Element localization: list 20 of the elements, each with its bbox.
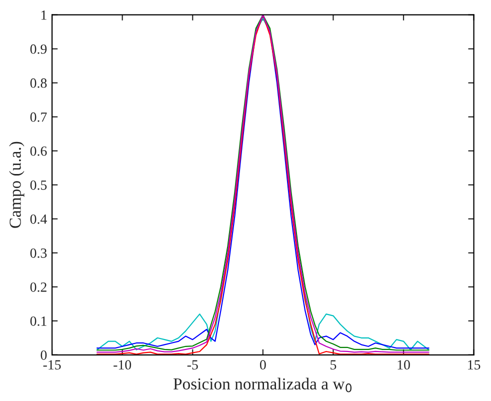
y-tick-label: 0 bbox=[40, 350, 47, 360]
y-tick-label: 0.5 bbox=[30, 180, 47, 190]
y-tick-label: 0.7 bbox=[30, 112, 47, 122]
y-tick-label: 0.6 bbox=[30, 146, 47, 156]
y-axis-title: Campo (u.a.) bbox=[9, 142, 24, 228]
x-tick-label: 0 bbox=[260, 360, 266, 370]
y-tick-label: 0.2 bbox=[30, 282, 46, 292]
x-tick-label: -10 bbox=[114, 360, 132, 370]
x-tick-label: 10 bbox=[398, 360, 410, 370]
x-axis-title: Posicion normalizada a w$_{0}$ bbox=[173, 378, 352, 392]
y-tick-label: 0.3 bbox=[30, 248, 47, 258]
y-tick-label: 1 bbox=[41, 10, 46, 20]
x-tick-label: 5 bbox=[330, 360, 336, 370]
y-tick-label: 0.4 bbox=[30, 214, 47, 224]
y-tick-label: 0.8 bbox=[30, 78, 47, 88]
x-tick-label: 15 bbox=[468, 360, 480, 370]
y-tick-label: 0.1 bbox=[30, 316, 46, 326]
y-tick-label: 0.9 bbox=[30, 44, 47, 54]
x-tick-label: -5 bbox=[187, 360, 198, 370]
x-tick-label: -15 bbox=[43, 360, 61, 370]
